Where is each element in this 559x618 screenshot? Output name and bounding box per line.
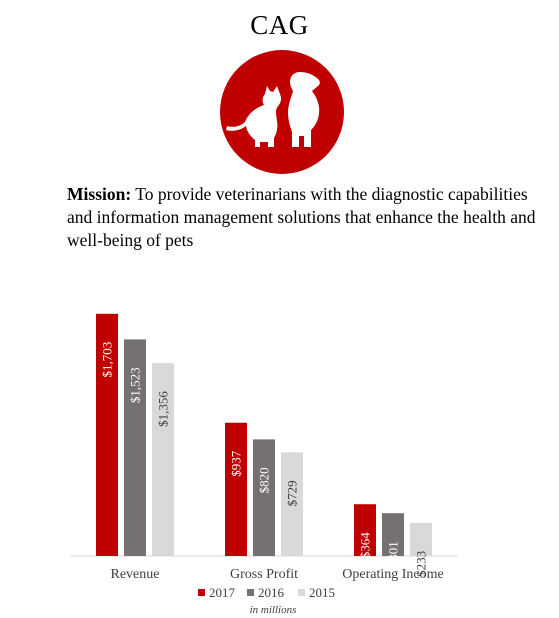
bar-2016-1 xyxy=(253,439,275,556)
mission-statement: Mission: To provide veterinarians with t… xyxy=(67,183,537,252)
data-label: $1,703 xyxy=(100,342,115,378)
mission-label: Mission: xyxy=(67,184,132,204)
bar-2015-2 xyxy=(410,522,432,556)
category-label: Operating Income xyxy=(342,567,443,582)
legend-label: 2016 xyxy=(258,585,285,600)
data-label: $301 xyxy=(386,541,401,567)
data-label: $937 xyxy=(229,450,244,477)
category-label: Gross Profit xyxy=(230,567,298,582)
legend-label: 2015 xyxy=(309,585,335,600)
units-note: in millions xyxy=(250,604,297,616)
logo-circle xyxy=(220,50,344,174)
category-label: Revenue xyxy=(111,567,160,582)
data-label: $1,523 xyxy=(128,367,143,403)
data-label: $729 xyxy=(285,480,300,506)
bar-2016-2 xyxy=(382,513,404,556)
legend-swatch-2017 xyxy=(198,589,205,596)
data-label: $820 xyxy=(257,467,272,493)
bar-2015-0 xyxy=(152,363,174,556)
legend-swatch-2016 xyxy=(247,589,254,596)
data-label: $364 xyxy=(358,532,373,559)
legend-label: 2017 xyxy=(209,585,236,600)
bar-2017-1 xyxy=(225,422,247,556)
logo xyxy=(220,50,344,174)
data-label: $233 xyxy=(414,551,429,577)
data-label: $1,356 xyxy=(156,391,171,427)
bar-2017-2 xyxy=(354,504,376,556)
bar-2016-0 xyxy=(124,339,146,556)
bar-2015-1 xyxy=(281,452,303,556)
bar-chart: $1,703 $1,523 $1,356 Revenue $937 $820 $729 Gro… xyxy=(70,313,458,616)
mission-text: To provide veterinarians with the diagno… xyxy=(67,184,536,250)
bar-2017-0 xyxy=(96,313,118,556)
page-title: CAG xyxy=(250,10,309,40)
cat-and-dog-icon xyxy=(226,72,320,147)
legend-swatch-2015 xyxy=(298,589,305,596)
